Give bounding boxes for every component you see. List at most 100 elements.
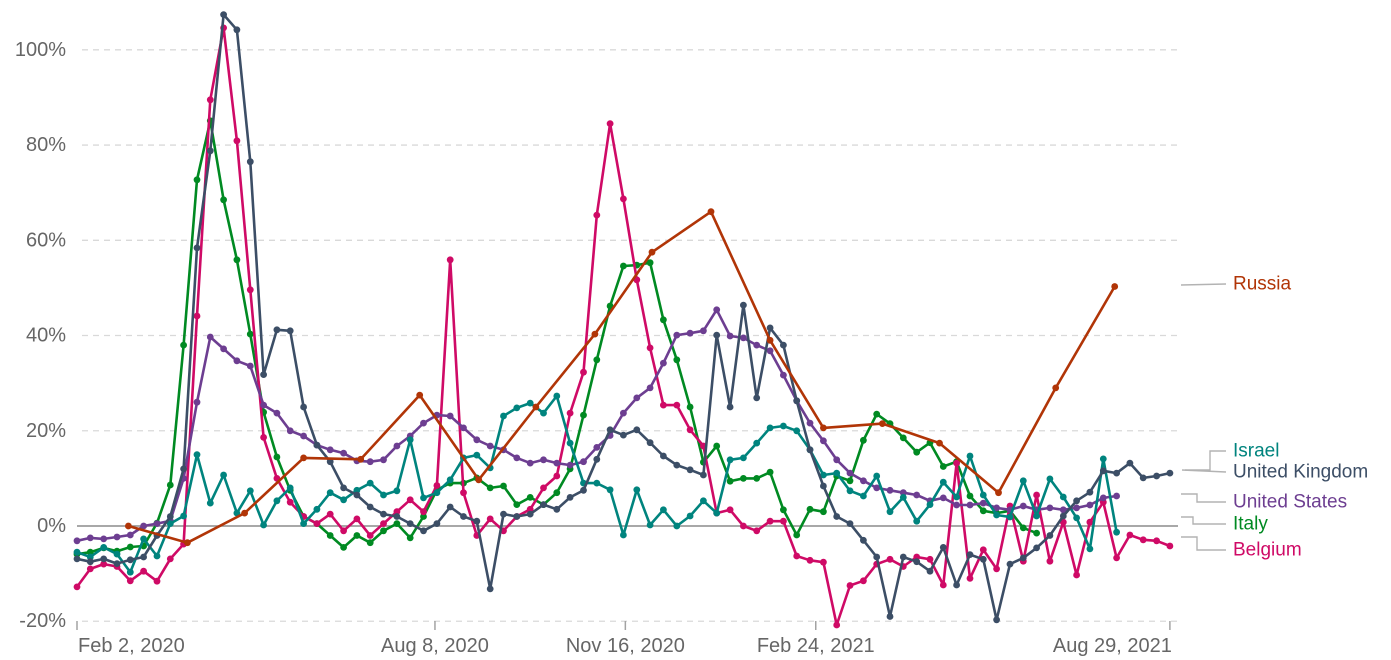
data-point-israel[interactable] [273,497,281,505]
data-point-italy[interactable] [766,468,774,476]
data-point-russia[interactable] [357,455,365,463]
data-point-israel[interactable] [1006,513,1014,521]
data-point-united-states[interactable] [380,456,387,464]
data-point-united-states[interactable] [260,401,267,409]
data-point-united-kingdom[interactable] [660,452,667,460]
data-point-israel[interactable] [1033,512,1040,520]
data-point-united-states[interactable] [846,469,854,477]
data-point-israel[interactable] [406,436,414,444]
data-point-italy[interactable] [406,534,414,542]
data-point-united-states[interactable] [140,522,148,530]
data-point-belgium[interactable] [1153,537,1160,545]
data-point-israel[interactable] [899,494,907,501]
data-point-united-kingdom[interactable] [673,461,681,469]
legend-label-united-states[interactable]: United States [1233,492,1347,513]
data-point-israel[interactable] [1086,545,1094,553]
data-point-united-kingdom[interactable] [260,371,267,378]
data-point-united-kingdom[interactable] [500,510,507,518]
data-point-russia[interactable] [532,403,540,411]
data-point-united-states[interactable] [953,501,960,509]
data-point-united-kingdom[interactable] [566,494,574,501]
data-point-russia[interactable] [416,391,424,399]
data-point-israel[interactable] [300,520,307,527]
series-line-russia[interactable] [127,210,1116,544]
data-point-united-states[interactable] [593,444,601,451]
data-point-united-kingdom[interactable] [433,520,441,527]
data-point-italy[interactable] [780,506,787,514]
data-point-italy[interactable] [899,434,907,442]
data-point-belgium[interactable] [353,515,361,523]
data-point-united-states[interactable] [553,459,561,467]
data-point-united-kingdom[interactable] [620,431,627,439]
data-point-belgium[interactable] [526,505,534,513]
data-point-united-kingdom[interactable] [113,560,121,567]
legend-label-israel[interactable]: Israel [1233,441,1279,462]
data-point-belgium[interactable] [766,517,774,525]
data-point-russia[interactable] [879,420,886,427]
data-point-russia[interactable] [1052,384,1060,392]
data-point-israel[interactable] [166,520,174,527]
data-point-belgium[interactable] [1033,491,1040,499]
data-point-italy[interactable] [526,494,534,501]
data-point-united-states[interactable] [620,409,627,417]
data-point-italy[interactable] [846,477,854,485]
data-point-united-states[interactable] [1046,504,1054,512]
data-point-united-states[interactable] [873,484,881,492]
data-point-russia[interactable] [820,424,827,432]
data-point-belgium[interactable] [380,520,387,527]
data-point-israel[interactable] [913,517,921,525]
data-point-belgium[interactable] [1113,554,1120,562]
data-point-israel[interactable] [646,521,654,529]
data-point-belgium[interactable] [620,195,627,203]
data-point-united-kingdom[interactable] [899,553,907,561]
data-point-israel[interactable] [220,471,228,479]
data-point-united-kingdom[interactable] [100,555,108,563]
data-point-israel[interactable] [620,531,627,539]
data-point-united-states[interactable] [486,442,494,450]
data-point-united-kingdom[interactable] [753,394,761,402]
data-point-israel[interactable] [446,476,454,484]
data-point-belgium[interactable] [73,583,81,591]
data-point-italy[interactable] [326,532,334,539]
data-point-italy[interactable] [380,527,387,535]
data-point-israel[interactable] [979,491,987,499]
data-point-united-kingdom[interactable] [393,513,401,520]
data-point-united-kingdom[interactable] [1113,469,1120,477]
data-point-united-kingdom[interactable] [633,426,641,434]
data-point-united-kingdom[interactable] [126,556,134,564]
data-point-belgium[interactable] [753,527,761,535]
data-point-israel[interactable] [433,489,441,497]
data-point-united-kingdom[interactable] [460,513,467,520]
data-point-russia[interactable] [707,208,715,216]
data-point-united-states[interactable] [673,331,681,339]
data-point-belgium[interactable] [953,459,960,467]
data-point-israel[interactable] [660,506,667,514]
data-point-united-kingdom[interactable] [300,403,307,411]
data-point-russia[interactable] [995,489,1002,497]
data-point-belgium[interactable] [580,368,587,376]
data-point-israel[interactable] [206,499,214,507]
data-point-united-kingdom[interactable] [873,553,881,561]
data-point-italy[interactable] [393,520,401,527]
data-point-italy[interactable] [366,539,374,547]
data-point-italy[interactable] [966,492,974,500]
data-point-united-states[interactable] [233,357,241,365]
data-point-russia[interactable] [241,509,249,517]
data-point-united-states[interactable] [1086,501,1094,509]
data-point-united-kingdom[interactable] [1166,469,1174,477]
data-point-italy[interactable] [939,463,947,470]
data-point-italy[interactable] [860,436,867,444]
data-point-israel[interactable] [966,452,974,460]
data-point-italy[interactable] [126,543,134,551]
data-point-israel[interactable] [420,494,427,502]
legend-label-belgium[interactable]: Belgium [1233,540,1302,561]
data-point-belgium[interactable] [460,489,467,497]
data-point-belgium[interactable] [740,522,747,530]
data-point-belgium[interactable] [393,508,401,516]
data-point-united-states[interactable] [580,458,587,466]
data-point-belgium[interactable] [1046,557,1054,565]
data-point-italy[interactable] [620,262,627,270]
data-point-united-kingdom[interactable] [473,517,481,525]
data-point-belgium[interactable] [780,517,787,525]
data-point-israel[interactable] [740,454,747,462]
